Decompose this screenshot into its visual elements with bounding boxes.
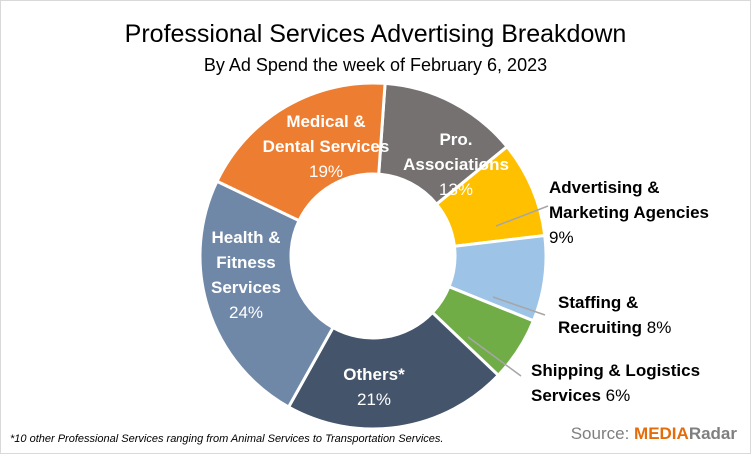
slice-label-line: Advertising & xyxy=(549,178,660,197)
slice-label: Advertising & Marketing Agencies 9% xyxy=(549,178,709,247)
slice-label: Shipping & Logistics Services 6% xyxy=(531,361,700,405)
source-brand-radar: Radar xyxy=(688,424,737,443)
slice-label-line: Staffing & xyxy=(558,293,638,312)
slice-label-line: Others* xyxy=(343,365,405,384)
leader-line xyxy=(492,296,546,316)
slice-percent: 13% xyxy=(439,180,473,199)
slice-percent: 9% xyxy=(549,228,574,247)
source-credit: Source: MEDIARadar xyxy=(571,424,737,444)
footnote: *10 other Professional Services ranging … xyxy=(10,433,444,445)
leader-line xyxy=(495,205,549,227)
leader-line xyxy=(467,336,522,377)
donut-slice xyxy=(198,179,336,410)
slice-label-line: Services xyxy=(531,386,601,405)
slice-percent: 24% xyxy=(229,303,263,322)
source-prefix: Source: xyxy=(570,424,635,443)
slice-label: Pro. Associations 13% xyxy=(403,130,509,199)
slice-label-line: Health & xyxy=(212,228,281,247)
slice-label-line: Associations xyxy=(403,155,509,174)
slice-percent: 8% xyxy=(642,318,671,337)
slice-label-line: Medical & xyxy=(286,112,365,131)
donut-slice xyxy=(214,81,387,223)
slice-label-line: Services xyxy=(211,278,281,297)
slice-label: Staffing & Recruiting 8% xyxy=(558,293,671,337)
slice-label-line: Fitness xyxy=(216,253,276,272)
chart-subtitle: By Ad Spend the week of February 6, 2023 xyxy=(203,55,548,75)
slice-label-line: Dental Services xyxy=(263,137,390,156)
slice-percent: 21% xyxy=(357,390,391,409)
slice-label-line: Pro. xyxy=(439,130,472,149)
slice-percent: 6% xyxy=(601,386,630,405)
slice-label: Medical & Dental Services 19% xyxy=(263,112,390,181)
slice-label: Health & Fitness Services 24% xyxy=(211,228,281,322)
donut-slice xyxy=(286,310,501,431)
slice-label: Others* 21% xyxy=(343,365,405,409)
chart-title: Professional Services Advertising Breakd… xyxy=(124,20,627,48)
slice-label-line: Recruiting xyxy=(558,318,642,337)
slice-percent: 19% xyxy=(309,162,343,181)
slice-label-line: Shipping & Logistics xyxy=(531,361,700,380)
source-brand-media: MEDIA xyxy=(634,424,689,443)
slice-label-line: Marketing Agencies xyxy=(549,203,709,222)
